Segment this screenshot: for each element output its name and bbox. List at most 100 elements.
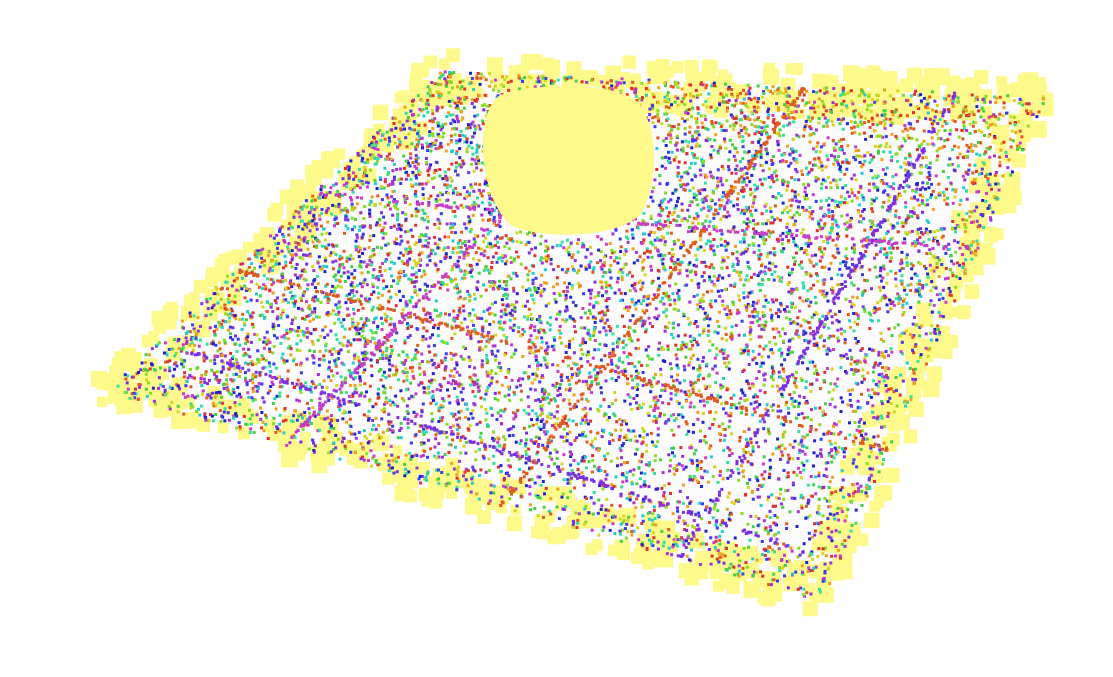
surface-point bbox=[427, 201, 431, 204]
surface-point bbox=[704, 529, 708, 533]
surface-point bbox=[666, 91, 670, 95]
surface-point bbox=[404, 367, 408, 371]
surface-point bbox=[747, 133, 751, 137]
surface-point bbox=[854, 178, 858, 182]
surface-point bbox=[840, 469, 844, 473]
surface-point bbox=[467, 144, 471, 148]
surface-point bbox=[801, 593, 805, 597]
surface-point bbox=[802, 396, 806, 399]
surface-point bbox=[362, 413, 366, 417]
surface-point bbox=[711, 516, 715, 520]
surface-point bbox=[632, 429, 636, 433]
surface-point bbox=[805, 339, 809, 343]
surface-point bbox=[696, 307, 700, 311]
surface-point bbox=[541, 387, 545, 391]
surface-point bbox=[996, 182, 1000, 186]
surface-point bbox=[426, 91, 430, 95]
surface-point bbox=[612, 412, 616, 416]
surface-point bbox=[669, 367, 673, 371]
surface-point bbox=[784, 234, 788, 238]
surface-point bbox=[633, 90, 637, 94]
surface-point bbox=[962, 264, 966, 268]
surface-point bbox=[791, 374, 795, 378]
surface-point bbox=[673, 302, 677, 306]
surface-point bbox=[852, 458, 856, 462]
surface-point bbox=[599, 404, 603, 408]
surface-point bbox=[358, 375, 362, 379]
surface-point bbox=[742, 97, 746, 101]
surface-point bbox=[565, 308, 569, 312]
surface-point bbox=[202, 359, 206, 363]
surface-point bbox=[507, 464, 511, 468]
surface-point bbox=[775, 102, 779, 106]
surface-point bbox=[965, 143, 969, 147]
surface-point bbox=[491, 244, 495, 248]
surface-point bbox=[260, 354, 264, 358]
surface-point bbox=[836, 117, 840, 121]
surface-point bbox=[532, 301, 536, 305]
surface-point bbox=[708, 232, 712, 236]
surface-point bbox=[692, 153, 696, 157]
surface-point bbox=[676, 323, 680, 327]
surface-point bbox=[509, 277, 513, 281]
surface-point bbox=[915, 119, 919, 123]
surface-point bbox=[626, 393, 630, 397]
surface-point bbox=[815, 521, 819, 525]
surface-point bbox=[431, 94, 435, 98]
surface-point bbox=[852, 155, 856, 159]
surface-point bbox=[602, 414, 606, 418]
surface-point bbox=[434, 138, 438, 142]
surface-point bbox=[383, 386, 387, 390]
surface-point bbox=[670, 128, 674, 132]
surface-point bbox=[458, 156, 462, 160]
surface-point bbox=[533, 233, 537, 237]
surface-point bbox=[293, 273, 297, 277]
surface-point bbox=[877, 470, 881, 474]
surface-point bbox=[769, 210, 773, 214]
surface-point bbox=[411, 266, 414, 270]
surface-point bbox=[390, 274, 393, 278]
surface-point bbox=[562, 398, 566, 402]
surface-point bbox=[456, 106, 460, 110]
surface-point bbox=[996, 197, 1000, 201]
surface-point bbox=[422, 427, 425, 431]
surface-point bbox=[698, 399, 702, 403]
surface-point bbox=[812, 132, 816, 135]
surface-point bbox=[708, 302, 712, 306]
surface-point bbox=[539, 256, 543, 260]
surface-point bbox=[852, 125, 856, 129]
surface-point bbox=[692, 534, 696, 538]
surface-point bbox=[917, 203, 921, 207]
surface-point bbox=[453, 214, 457, 218]
surface-point bbox=[312, 441, 315, 445]
surface-point bbox=[734, 323, 738, 327]
surface-point bbox=[810, 168, 814, 172]
surface-point bbox=[568, 388, 572, 392]
surface-point bbox=[620, 369, 624, 373]
surface-point bbox=[827, 196, 831, 200]
surface-point bbox=[327, 399, 331, 402]
surface-point bbox=[564, 78, 568, 82]
surface-point bbox=[911, 335, 915, 339]
surface-point bbox=[591, 317, 595, 321]
surface-point bbox=[737, 574, 741, 578]
surface-point bbox=[443, 246, 447, 250]
boundary-point bbox=[984, 229, 998, 243]
surface-point bbox=[581, 341, 585, 345]
surface-point bbox=[640, 522, 644, 525]
surface-point bbox=[533, 325, 537, 329]
surface-point bbox=[444, 365, 448, 369]
boundary-point bbox=[842, 568, 853, 580]
surface-point bbox=[695, 264, 698, 268]
surface-point bbox=[878, 285, 882, 289]
surface-point bbox=[796, 555, 800, 559]
surface-point bbox=[760, 323, 764, 327]
surface-point bbox=[475, 150, 479, 154]
boundary-point bbox=[780, 77, 796, 93]
surface-point bbox=[389, 444, 393, 448]
surface-point bbox=[875, 113, 879, 117]
surface-point bbox=[654, 115, 657, 119]
surface-point bbox=[235, 394, 239, 398]
surface-point bbox=[857, 452, 861, 456]
